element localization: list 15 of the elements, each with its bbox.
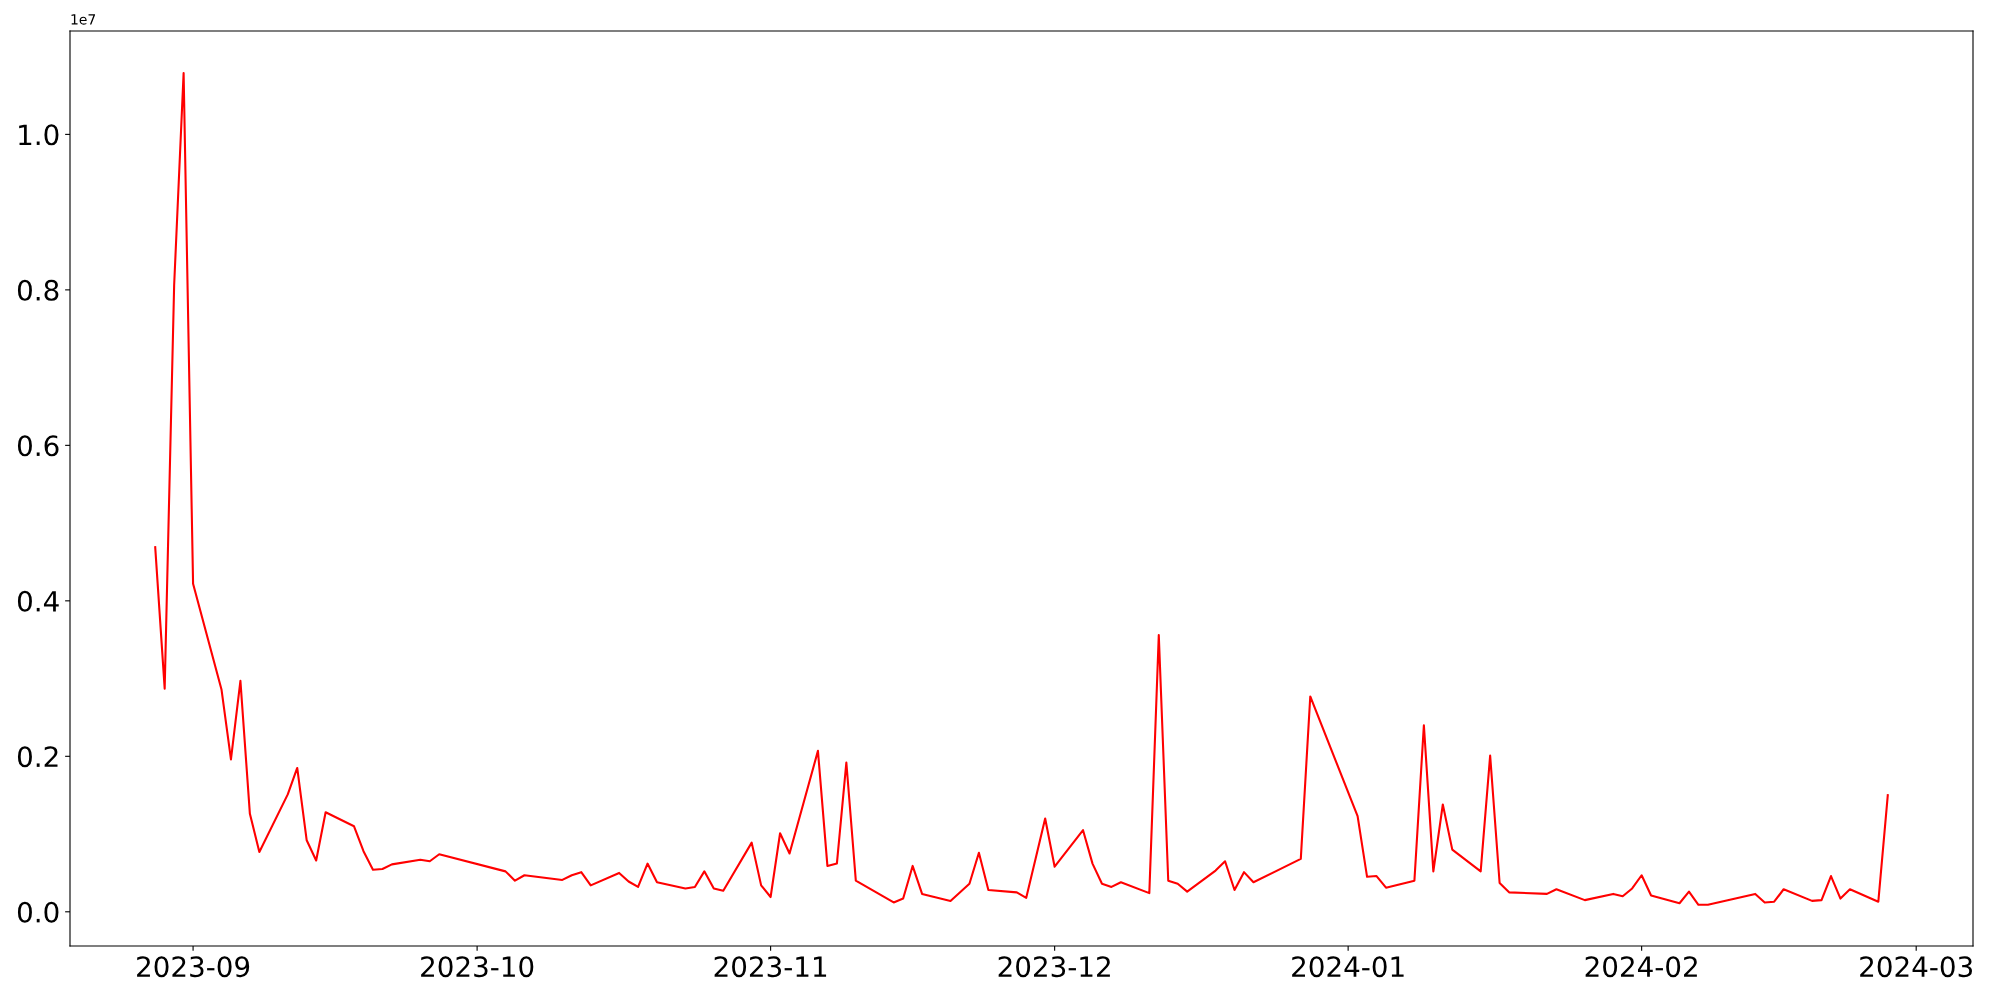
x-tick-label: 2024-03 [1860, 956, 1972, 978]
x-tick-label: 2023-10 [421, 956, 534, 978]
y-tick-label: 0.6 [17, 435, 59, 457]
x-tick-label: 2024-02 [1585, 956, 1697, 978]
line-series [154, 71, 1889, 906]
y-tick-label: 0.8 [17, 279, 59, 301]
x-tick-label: 2023-12 [998, 956, 1110, 978]
y-tick-label: 0.4 [17, 590, 59, 612]
y-tick-label: 0.0 [17, 901, 59, 923]
x-tick-label: 2023-09 [137, 956, 250, 978]
y-tick-label: 0.2 [17, 746, 58, 768]
text: 1e7 [71, 14, 96, 25]
y-tick-label: 1.0 [19, 124, 59, 146]
x-tick-label: 2023-11 [714, 956, 827, 978]
x-tick-label: 2024-01 [1292, 956, 1404, 978]
